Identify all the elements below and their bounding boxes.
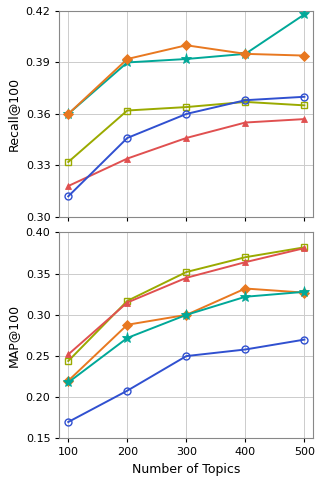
Y-axis label: MAP@100: MAP@100 xyxy=(7,304,20,367)
X-axis label: Number of Topics: Number of Topics xyxy=(132,463,241,476)
Y-axis label: Recall@100: Recall@100 xyxy=(7,77,20,151)
